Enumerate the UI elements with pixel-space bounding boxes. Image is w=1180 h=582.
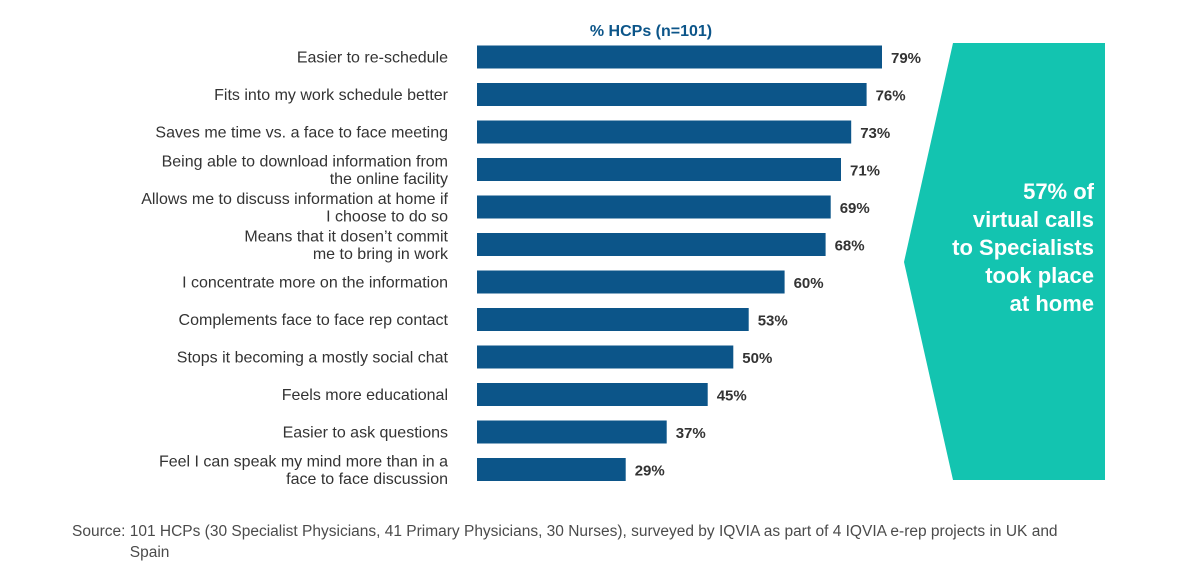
bar-value-label: 71% — [850, 163, 880, 180]
callout-text-line: took place — [985, 263, 1094, 288]
bar-value-label: 45% — [717, 388, 747, 405]
bar — [477, 458, 626, 481]
category-label: Means that it dosen’t commit — [244, 228, 448, 245]
bar — [477, 308, 749, 331]
bar — [477, 83, 867, 106]
bar — [477, 270, 785, 294]
bar — [477, 120, 852, 144]
category-label: Fits into my work schedule better — [214, 87, 449, 104]
category-label: Complements face to face rep contact — [179, 312, 449, 329]
bar — [477, 233, 826, 256]
bar — [477, 195, 831, 219]
category-label: the online facility — [330, 171, 448, 188]
bar-value-label: 69% — [840, 200, 870, 217]
category-label: I concentrate more on the information — [182, 275, 448, 292]
source-label: Source: — [72, 523, 126, 540]
bar — [477, 158, 841, 181]
bar-value-label: 29% — [635, 463, 665, 480]
source-text: 101 HCPs (30 Specialist Physicians, 41 P… — [129, 523, 1058, 561]
bar-value-label: 68% — [835, 238, 865, 255]
category-label: Easier to ask questions — [283, 425, 448, 442]
bar-value-label: 60% — [794, 275, 824, 292]
bar-value-label: 53% — [758, 313, 788, 330]
callout-text-line: 57% of — [1023, 179, 1095, 204]
bar-value-label: 37% — [676, 425, 706, 442]
category-label: I choose to do so — [326, 208, 448, 225]
bar-value-label: 79% — [891, 50, 921, 67]
bar-value-label: 73% — [860, 125, 890, 142]
category-label: Feels more educational — [282, 387, 448, 404]
bar — [477, 45, 882, 69]
bar-value-label: 76% — [876, 88, 906, 105]
chart-series-title: % HCPs (n=101) — [590, 23, 712, 40]
category-label: Being able to download information from — [162, 153, 448, 170]
bar — [477, 345, 734, 369]
bar — [477, 383, 708, 406]
chart-canvas: % HCPs (n=101) 79% Easier to re-schedule 76… — [141, 23, 1105, 488]
source-note: Source: 101 HCPs (30 Specialist Physicia… — [72, 521, 1132, 563]
category-label: Stops it becoming a mostly social chat — [177, 350, 449, 367]
bar-chart: % HCPs (n=101) 79% Easier to re-schedule 76… — [141, 23, 1105, 488]
category-label: Easier to re-schedule — [297, 50, 448, 67]
category-label: Allows me to discuss information at home… — [141, 191, 448, 208]
callout-text-line: at home — [1010, 291, 1094, 316]
category-label: Feel I can speak my mind more than in a — [159, 453, 448, 470]
bar-value-label: 50% — [742, 350, 772, 367]
bar — [477, 420, 667, 444]
category-label: Saves me time vs. a face to face meeting — [155, 125, 448, 142]
callout-shape — [904, 43, 1105, 480]
callout-text-line: to Specialists — [952, 235, 1094, 260]
callout-text-line: virtual calls — [973, 207, 1094, 232]
category-label: me to bring in work — [313, 246, 449, 263]
category-label: face to face discussion — [286, 471, 448, 488]
